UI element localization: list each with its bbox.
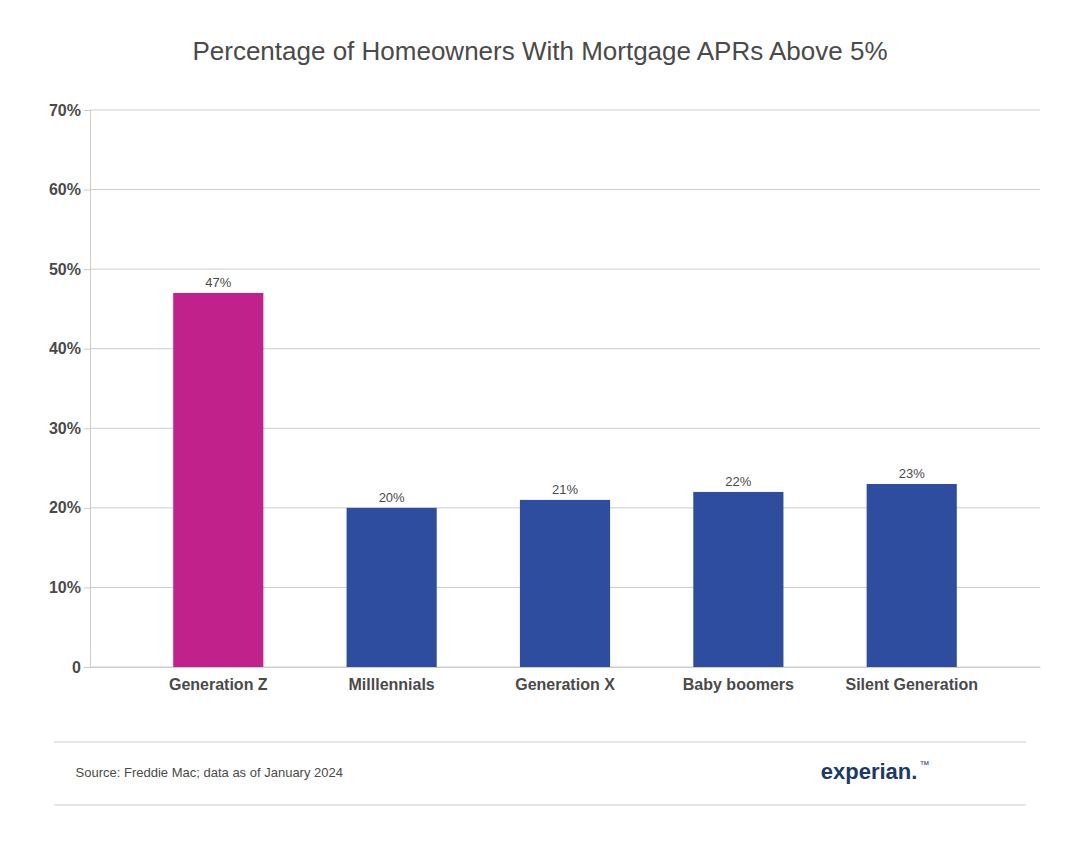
- x-tick-label: Generation Z: [169, 676, 268, 693]
- y-tick: 40%: [49, 340, 90, 357]
- y-tick-label: 70%: [49, 102, 81, 119]
- data-labels: 47% 20% 21% 22% 23%: [205, 275, 925, 505]
- x-tick-label: Milllennials: [349, 676, 435, 693]
- y-tick: 0: [72, 659, 90, 676]
- x-tick: Generation Z: [169, 676, 268, 693]
- grid: [90, 110, 1040, 667]
- bar: [693, 492, 783, 667]
- grid-line: [90, 110, 1040, 111]
- y-tick: 20%: [49, 499, 90, 516]
- y-tick-mark: [84, 508, 90, 509]
- logo-mark: ™: [919, 759, 929, 770]
- chart: Percentage of Homeowners With Mortgage A…: [0, 0, 1080, 867]
- y-tick-mark: [84, 667, 90, 668]
- separator: [54, 805, 1026, 806]
- data-label: 21%: [552, 482, 578, 497]
- y-tick: 60%: [49, 181, 90, 198]
- bar: [347, 508, 437, 667]
- x-axis: Generation Z Milllennials Generation X Baby…: [91, 668, 1041, 694]
- x-tick-label: Generation X: [515, 676, 615, 693]
- bar: [173, 293, 263, 667]
- y-tick-mark: [84, 190, 90, 191]
- x-axis-line: [91, 667, 1041, 668]
- x-tick: Milllennials: [349, 676, 435, 693]
- y-tick-label: 20%: [49, 499, 81, 516]
- data-label: 20%: [379, 490, 405, 505]
- grid-line: [90, 269, 1040, 270]
- y-tick-label: 60%: [49, 181, 81, 198]
- x-tick-label: Baby boomers: [683, 676, 794, 693]
- data-label: 22%: [725, 474, 751, 489]
- x-tick-label: Silent Generation: [845, 676, 977, 693]
- y-tick-mark: [84, 428, 90, 429]
- y-tick-label: 30%: [49, 420, 81, 437]
- x-tick: Generation X: [515, 676, 615, 693]
- y-tick-mark: [84, 110, 90, 111]
- logo-text: experian.: [821, 759, 918, 784]
- bar: [520, 500, 610, 667]
- y-tick-label: 50%: [49, 261, 81, 278]
- y-tick: 50%: [49, 261, 90, 278]
- separator: [54, 742, 1026, 743]
- x-tick: Silent Generation: [845, 676, 977, 693]
- y-axis: 0 10% 20% 30% 40% 50% 60% 70%: [49, 102, 91, 676]
- bar: [867, 484, 957, 667]
- data-label: 23%: [899, 466, 925, 481]
- y-tick-label: 40%: [49, 340, 81, 357]
- plot: 0 10% 20% 30% 40% 50% 60% 70% Generation Z Millle…: [49, 102, 1041, 694]
- source-note: Source: Freddie Mac; data as of January …: [76, 765, 343, 780]
- y-tick: 10%: [49, 579, 90, 596]
- grid-line: [90, 189, 1040, 190]
- y-tick: 30%: [49, 420, 90, 437]
- y-tick-label: 10%: [49, 579, 81, 596]
- y-tick-mark: [84, 349, 90, 350]
- title: Percentage of Homeowners With Mortgage A…: [192, 36, 887, 66]
- y-tick-mark: [84, 269, 90, 270]
- x-tick: Baby boomers: [683, 676, 794, 693]
- data-label: 47%: [205, 275, 231, 290]
- y-tick-label: 0: [72, 659, 81, 676]
- y-axis-line: [84, 111, 91, 668]
- y-tick-mark: [84, 587, 90, 588]
- y-tick: 70%: [49, 102, 90, 119]
- bars: [173, 293, 957, 667]
